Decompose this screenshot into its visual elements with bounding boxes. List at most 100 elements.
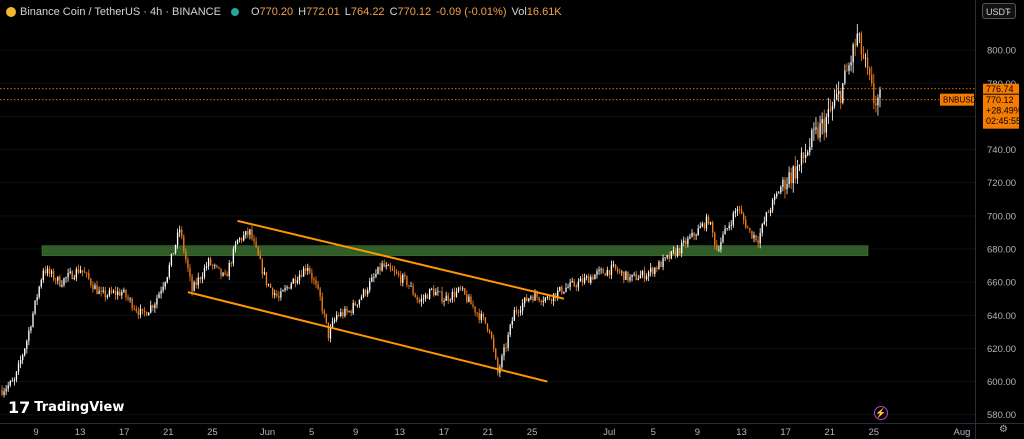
time-axis[interactable]: 9 13 17 21 25 Jun 5 9 13 17 21 25 Jul 5 9 13 17 21 25 Aug	[33, 427, 970, 438]
candle-body	[319, 288, 321, 297]
candle-body	[17, 363, 20, 372]
candle-body	[778, 192, 780, 194]
time-tick-label: Jun	[260, 427, 275, 438]
candle-body	[557, 290, 559, 298]
candle-body	[623, 271, 625, 280]
time-tick-label: 9	[33, 427, 38, 438]
symbol-title[interactable]: Binance Coin / TetherUS · 4h · BINANCE	[20, 6, 221, 18]
candle-body	[689, 236, 691, 239]
candle-body	[869, 68, 871, 75]
currency-select[interactable]: USDT ⌄	[982, 3, 1016, 19]
candle-body	[228, 263, 230, 277]
candle-body	[199, 277, 201, 280]
candle-body	[860, 33, 863, 55]
candle-body	[526, 297, 528, 301]
candle-body	[871, 74, 873, 84]
candle-body	[726, 228, 728, 229]
candle-body	[716, 244, 718, 250]
change-value: -0.09 (-0.01%)	[436, 6, 507, 18]
candle-body	[410, 285, 412, 287]
candle-body	[759, 232, 761, 244]
candle-body	[538, 297, 540, 301]
candle-body	[290, 283, 292, 289]
candle-body	[850, 62, 852, 66]
candle-body	[36, 297, 38, 301]
candle-body	[348, 311, 350, 313]
candle-body	[63, 278, 65, 286]
candle-body	[9, 381, 11, 386]
candle-body	[114, 291, 117, 295]
candle-body	[79, 270, 82, 273]
candle-body	[451, 291, 454, 300]
candle-body	[92, 284, 94, 290]
candle-body	[486, 323, 489, 330]
candle-body	[174, 244, 177, 254]
candle-body	[523, 297, 526, 304]
candle-body	[81, 270, 84, 272]
candle-body	[596, 271, 598, 275]
candle-body	[88, 272, 90, 279]
candle-body	[616, 268, 619, 272]
price-tick-label: 620.00	[987, 344, 1016, 355]
candle-body	[172, 253, 175, 255]
candle-body	[71, 271, 73, 280]
candle-body	[331, 321, 334, 328]
candle-body	[428, 288, 431, 299]
candle-body	[468, 296, 470, 302]
gear-icon[interactable]: ⚙	[999, 424, 1008, 435]
candle-body	[645, 276, 648, 280]
candle-body	[125, 289, 127, 298]
candle-body	[835, 93, 838, 100]
candle-body	[315, 280, 317, 285]
candle-body	[67, 273, 69, 278]
candle-body	[34, 300, 36, 314]
time-tick-label: Jul	[603, 427, 615, 438]
candle-body	[400, 275, 402, 283]
candle-body	[387, 265, 389, 267]
candle-body	[166, 277, 168, 283]
candle-body	[608, 269, 611, 276]
candle-body	[714, 232, 716, 245]
candle-body	[108, 290, 111, 296]
channel-upper-line	[237, 219, 565, 300]
candle-body	[119, 291, 121, 296]
candle-body	[691, 232, 693, 237]
candle-body	[798, 164, 801, 167]
candle-body	[656, 267, 658, 270]
candle-body	[552, 293, 555, 302]
candle-body	[699, 226, 701, 229]
candle-body	[838, 91, 840, 94]
candle-body	[222, 272, 224, 276]
candle-body	[681, 242, 683, 254]
candle-body	[749, 228, 751, 231]
market-open-icon	[230, 8, 239, 16]
candle-body	[662, 258, 664, 267]
candle-body	[807, 152, 809, 156]
candle-body	[490, 332, 493, 339]
candle-body	[507, 334, 509, 348]
candle-body	[73, 277, 75, 280]
candle-body	[307, 268, 309, 271]
candle-body	[203, 267, 206, 277]
candle-body	[300, 274, 303, 277]
candle-body	[877, 97, 879, 106]
candle-body	[678, 248, 681, 254]
candle-body	[294, 278, 297, 283]
candle-body	[420, 298, 423, 302]
candle-body	[701, 223, 704, 227]
lightning-icon[interactable]: ⚡	[874, 406, 888, 420]
candle-body	[21, 355, 24, 361]
candle-body	[445, 295, 447, 301]
candle-body	[187, 259, 189, 269]
candle-body	[226, 274, 228, 277]
candle-body	[462, 288, 464, 290]
candle-body	[121, 292, 123, 296]
candle-body	[402, 274, 404, 283]
candle-body	[176, 232, 179, 245]
candle-body	[333, 319, 336, 322]
price-tick-label: 660.00	[987, 278, 1016, 289]
candle-body	[767, 212, 770, 214]
candle-body	[790, 172, 792, 184]
candle-body	[346, 308, 348, 312]
